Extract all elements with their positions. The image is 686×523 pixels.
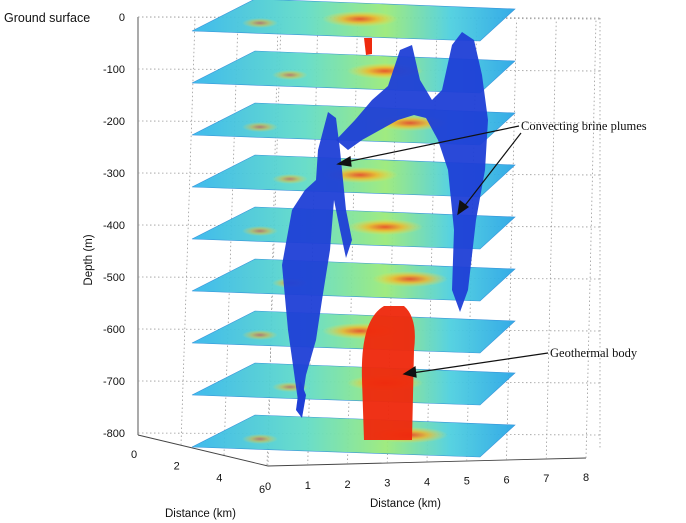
depth-gridline [137, 224, 601, 228]
x-distance-tick-label: 4 [424, 477, 430, 489]
depth-gridline [137, 120, 601, 124]
x-distance-tick-label: 0 [265, 481, 271, 493]
x-gridline [506, 19, 517, 461]
y-distance-ticks: 0 2 4 6 [131, 449, 265, 496]
y-distance-tick-label: 6 [259, 484, 265, 496]
depth-tick-label: -600 [103, 324, 125, 336]
slice-hotspot [242, 18, 278, 28]
depth-gridline [137, 432, 601, 436]
depth-gridline [137, 68, 601, 72]
depth-gridline [137, 172, 601, 176]
brine-plume-right [336, 32, 488, 312]
brine-plume-tail [296, 380, 306, 418]
x-distance-tick-label: 2 [344, 479, 350, 491]
depth-tick-label: -300 [103, 168, 125, 180]
slice-hotspot [242, 122, 278, 132]
y-gridline [266, 20, 282, 466]
x-gridline [267, 19, 279, 467]
geothermal-body [361, 306, 415, 440]
depth-tick-label: -700 [103, 376, 125, 388]
ground-surface-label: Ground surface [4, 11, 90, 25]
slice-hotspot [242, 434, 278, 444]
geothermal-body-annotation: Geothermal body [550, 346, 638, 360]
depth-gridline [137, 328, 601, 332]
slice-hotspot [272, 174, 308, 184]
x-distance-tick-label: 6 [503, 474, 509, 486]
x-distance-tick-label: 5 [464, 475, 470, 487]
depth-tick-label: -100 [103, 64, 125, 76]
depth-slice [191, 414, 516, 458]
x-distance-tick-label: 3 [384, 478, 390, 490]
y-distance-axis-label: Distance (km) [165, 508, 236, 520]
depth-gridline [137, 16, 601, 20]
depth-tick-label: -800 [103, 428, 125, 440]
brine-plume-left [282, 112, 352, 415]
depth-gridline [137, 276, 601, 280]
slice-hotspot [347, 219, 423, 235]
slice-hotspot [372, 271, 448, 287]
depth-tick-label: 0 [119, 12, 125, 24]
depth-tick-label: -500 [103, 272, 125, 284]
slice-hotspot [322, 11, 398, 27]
x-distance-tick-label: 1 [305, 480, 311, 492]
depth-slice [191, 258, 516, 302]
slice-hotspot [242, 330, 278, 340]
depth-gridline [137, 380, 601, 384]
x-gridline [545, 19, 557, 460]
y-distance-tick-label: 2 [174, 461, 180, 473]
depth-axis-label: Depth (m) [83, 234, 95, 285]
depth-tick-label: -200 [103, 116, 125, 128]
y-gridline [180, 18, 196, 446]
slice-hotspot [272, 70, 308, 80]
annotations: Convecting brine plumes Geothermal body [336, 119, 647, 378]
y-axis-line [137, 434, 269, 467]
y-distance-tick-label: 0 [131, 449, 137, 461]
x-distance-axis-label: Distance (km) [370, 498, 441, 510]
y-distance-tick-label: 4 [216, 472, 222, 484]
geothermal-top-patch [364, 38, 372, 55]
volume-bodies [282, 32, 488, 440]
x-gridline [585, 19, 597, 459]
brine-plumes-annotation: Convecting brine plumes [521, 119, 647, 133]
x-distance-ticks: 0 1 2 3 4 5 6 7 8 [265, 472, 589, 493]
depth-tick-label: -400 [103, 220, 125, 232]
slice-hotspot [242, 226, 278, 236]
x-distance-tick-label: 7 [543, 473, 549, 485]
depth-ticks: 0 -100 -200 -300 -400 -500 -600 -700 -800 [103, 12, 125, 440]
x-distance-tick-label: 8 [583, 472, 589, 484]
annotation-arrows [336, 125, 549, 378]
